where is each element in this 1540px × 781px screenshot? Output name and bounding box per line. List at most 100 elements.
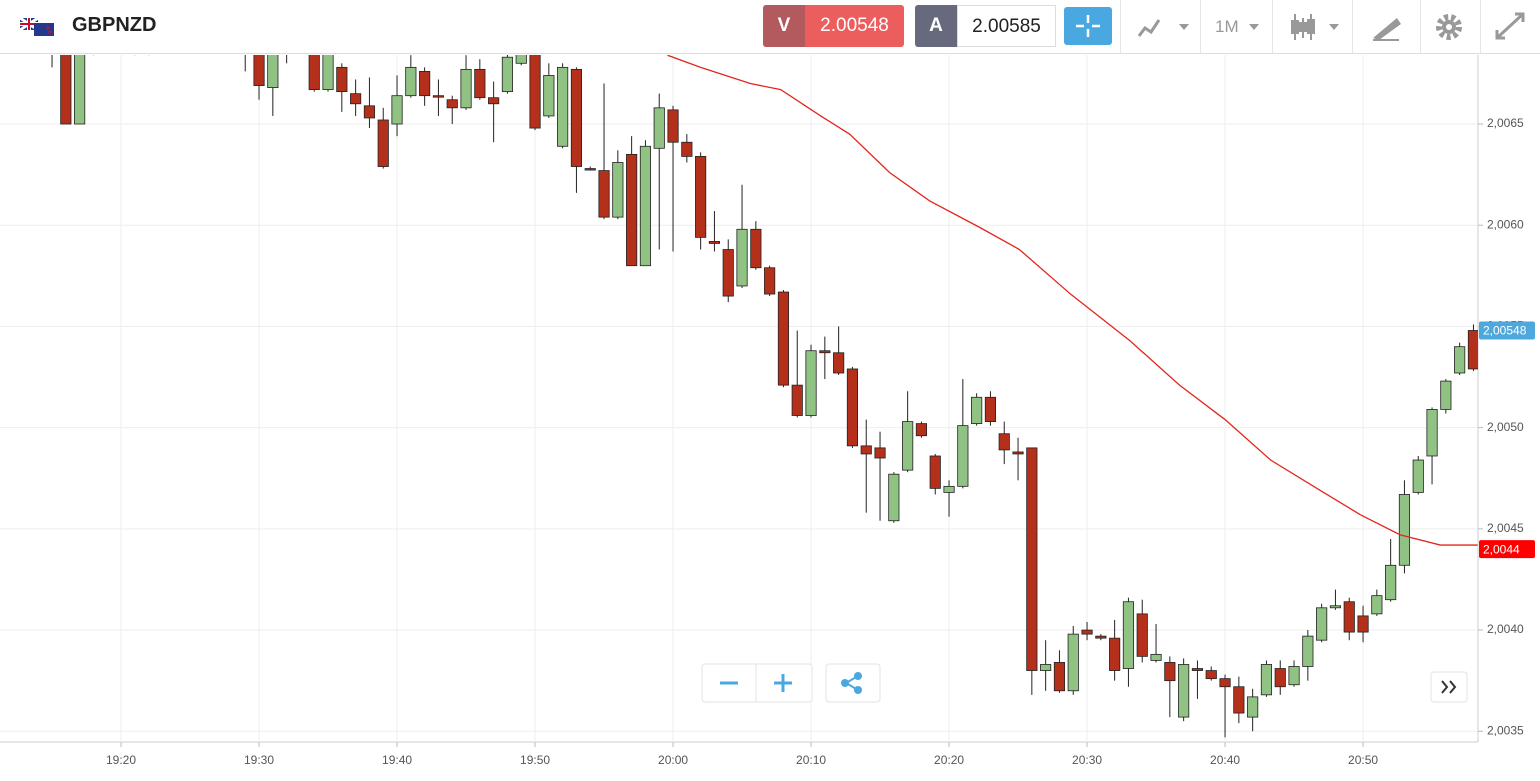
candle-body [1164, 662, 1176, 682]
candle-body [529, 55, 541, 129]
y-tick-label: 2,0040 [1487, 622, 1524, 636]
candle-body [1122, 601, 1135, 669]
candle-body [363, 105, 376, 119]
candle-body [515, 55, 527, 64]
candle-body [322, 55, 334, 91]
fullscreen[interactable] [1480, 0, 1540, 54]
candle-body [281, 43, 291, 45]
x-tick-label: 20:40 [1210, 753, 1240, 767]
candle-body [1440, 380, 1452, 410]
candle-body [377, 119, 389, 167]
zoom-box [701, 663, 813, 703]
candle-body [446, 99, 458, 109]
candle-body [47, 33, 57, 43]
sell-price[interactable]: 2.00548 [805, 5, 904, 47]
candle-body [736, 228, 748, 287]
y-tick-label: 2,0065 [1487, 116, 1524, 130]
price-marker-label: 2,00548 [1483, 324, 1527, 338]
candle-body [253, 55, 265, 86]
crosshair-button[interactable] [1064, 7, 1112, 45]
candle-body [74, 55, 86, 125]
candle-body [957, 425, 969, 487]
candle-body [681, 141, 693, 157]
candle-body [846, 368, 859, 447]
candle-body [1095, 635, 1107, 639]
x-tick-label: 19:20 [106, 753, 136, 767]
candles-menu[interactable] [1272, 0, 1353, 54]
moving-average [667, 55, 1478, 546]
candle-body [1412, 459, 1424, 493]
candle-body [695, 156, 707, 238]
x-tick-label: 20:20 [934, 753, 964, 767]
candle-body [612, 162, 624, 218]
candle-body [1219, 678, 1231, 688]
x-tick-label: 20:30 [1072, 753, 1102, 767]
candle-body [501, 56, 514, 93]
candle-body [860, 445, 872, 455]
candle-body [708, 241, 721, 244]
candle-body [1053, 662, 1066, 692]
candle-body [1191, 668, 1204, 671]
candle-body [350, 93, 362, 105]
candle-body [805, 350, 817, 416]
buy-price[interactable]: 2.00585 [957, 5, 1056, 47]
settings[interactable] [1420, 0, 1481, 54]
candle-body [791, 384, 803, 416]
buy-label[interactable]: A [915, 5, 957, 47]
candle-body [460, 68, 472, 109]
candle-body [1040, 664, 1052, 671]
x-tick-label: 20:10 [796, 753, 826, 767]
candle-body [626, 153, 638, 267]
candle-body [1205, 670, 1217, 680]
candle-body [336, 66, 348, 93]
candle-body [833, 352, 845, 374]
x-tick-label: 20:50 [1348, 753, 1378, 767]
candle-body [557, 66, 569, 147]
y-tick-label: 2,0060 [1487, 217, 1524, 231]
price-marker [1479, 321, 1535, 340]
x-tick-label: 19:50 [520, 753, 550, 767]
candle-body [1136, 613, 1148, 657]
x-tick-label: 20:00 [658, 753, 688, 767]
candle-body [1026, 447, 1038, 671]
candle-body [130, 51, 140, 53]
candle-body [1274, 668, 1286, 688]
candle-body [1316, 607, 1328, 641]
candle-body [598, 170, 610, 218]
timeframe[interactable]: 1M [1200, 0, 1273, 54]
draw-tool[interactable] [1352, 0, 1421, 54]
candle-body [1357, 615, 1369, 633]
chart-type-menu[interactable] [1120, 0, 1201, 54]
candle-body [432, 95, 445, 98]
candle-body [1260, 664, 1273, 696]
candle-body [584, 168, 596, 171]
candle-body [1288, 666, 1300, 686]
candle-body [570, 68, 583, 167]
y-tick-label: 2,0035 [1487, 723, 1524, 737]
candle-body [405, 66, 417, 97]
scroll-end[interactable] [1430, 671, 1468, 703]
candle-body [902, 421, 914, 471]
candle-body [488, 97, 500, 105]
candle-body [1081, 629, 1093, 635]
zoom-controls [701, 663, 1468, 703]
candle-body [60, 55, 72, 125]
sell-label[interactable]: V [763, 5, 805, 47]
candle-body [240, 33, 250, 39]
candle-body [543, 75, 555, 117]
symbol: GBPNZD [72, 14, 157, 36]
candle-body [998, 433, 1010, 451]
candle-body [653, 107, 665, 149]
zoom-in[interactable] [774, 674, 792, 692]
candle-body [1302, 635, 1314, 667]
candle-body [1454, 346, 1466, 374]
candle-body [267, 55, 279, 88]
share[interactable] [825, 663, 881, 703]
candle-body [1247, 696, 1259, 718]
candle-body [1012, 451, 1024, 455]
candle-body [639, 145, 652, 267]
candle-body [1426, 409, 1438, 457]
candle-body [764, 267, 776, 295]
candle-body [1150, 653, 1162, 661]
